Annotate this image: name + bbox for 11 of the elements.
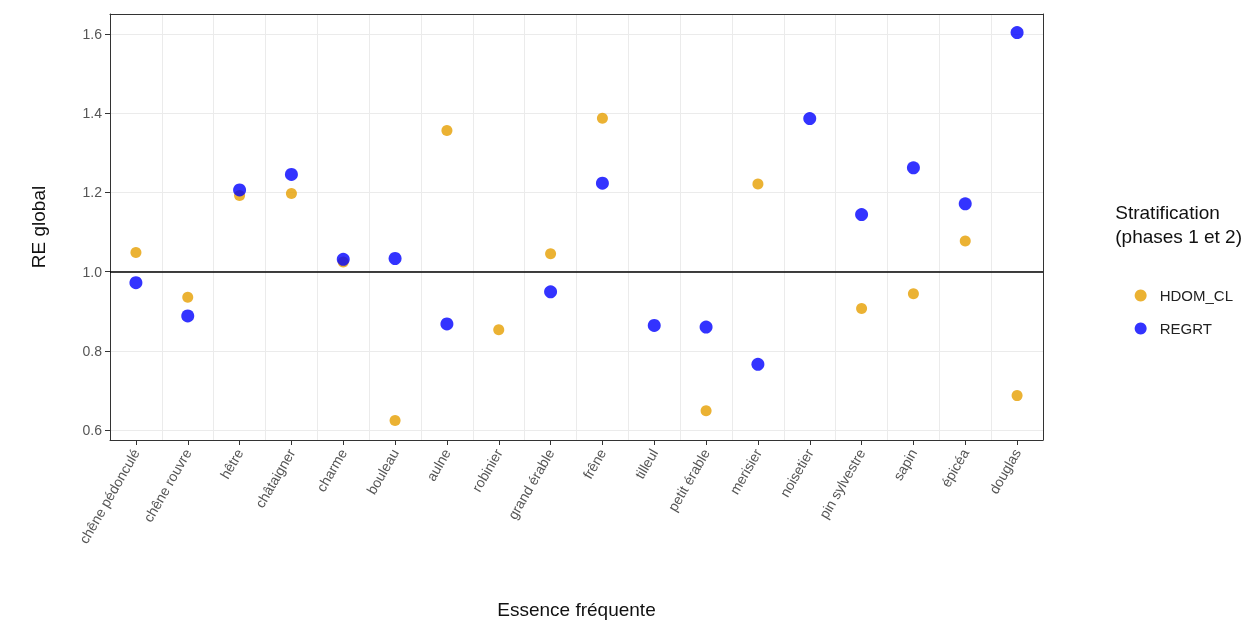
legend-label: REGRT (1159, 320, 1212, 337)
x-axis-title: Essence fréquente (497, 599, 656, 620)
y-tick-label: 1.0 (82, 263, 103, 280)
y-tick-label: 1.4 (82, 105, 103, 122)
legend-label: HDOM_CL (1159, 287, 1234, 304)
y-tick-label: 1.2 (82, 184, 103, 201)
y-tick-label: 0.8 (82, 342, 103, 359)
legend-title: Stratification (phases 1 et 2) (1115, 201, 1243, 247)
y-tick-label: 0.6 (82, 422, 103, 439)
y-tick-label: 1.6 (82, 25, 103, 42)
y-axis-title: RE global (28, 185, 49, 269)
